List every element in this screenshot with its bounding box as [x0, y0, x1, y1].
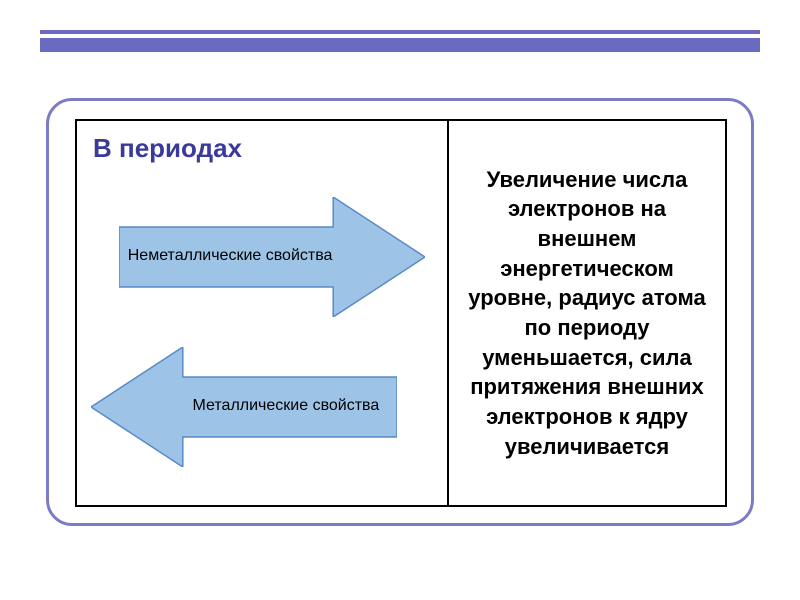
- header-thick-bar: [40, 38, 760, 52]
- arrow-right-icon: [119, 197, 425, 317]
- right-cell-text: Увеличение числа электронов на внешнем э…: [459, 165, 715, 462]
- arrow-left-icon: [91, 347, 397, 467]
- header-thin-bar: [40, 30, 760, 34]
- header-decorative-line: [40, 30, 760, 54]
- content-table: В периодах Неметаллические свойства Мета…: [75, 119, 727, 507]
- main-frame: В периодах Неметаллические свойства Мета…: [46, 98, 754, 526]
- right-cell: Увеличение числа электронов на внешнем э…: [449, 121, 725, 505]
- left-cell-title: В периодах: [93, 133, 242, 164]
- left-cell: В периодах Неметаллические свойства Мета…: [77, 121, 449, 505]
- arrow-left-container: Металлические свойства: [91, 347, 397, 472]
- arrow-right-container: Неметаллические свойства: [119, 197, 425, 322]
